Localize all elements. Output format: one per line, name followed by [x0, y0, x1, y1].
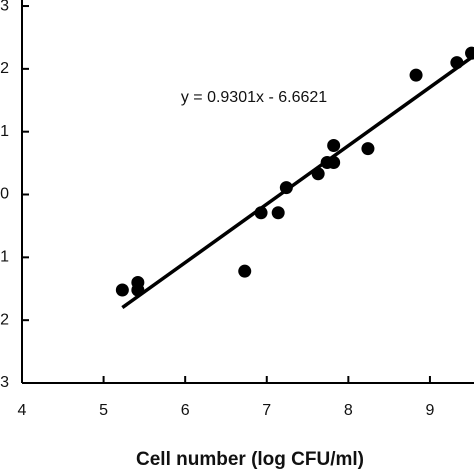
x-tick-label: 7 — [262, 402, 271, 419]
data-point — [254, 206, 268, 220]
y-tick-label: 0 — [0, 186, 9, 203]
data-point — [271, 206, 285, 220]
x-tick-label: 8 — [344, 402, 353, 419]
y-tick-label: 3 — [0, 374, 9, 391]
y-tick-label: 1 — [0, 249, 9, 266]
data-point — [465, 46, 474, 60]
data-point — [327, 155, 341, 169]
data-point — [279, 181, 293, 195]
y-tick-label: 2 — [0, 60, 9, 77]
data-point — [361, 142, 375, 156]
data-point — [311, 167, 325, 181]
data-point — [115, 283, 129, 297]
x-axis-label: Cell number (log CFU/ml) — [136, 449, 364, 470]
x-tick-label: 5 — [99, 402, 108, 419]
x-tick-label: 6 — [181, 402, 190, 419]
equation: y = 0.9301x - 6.6621 — [181, 89, 327, 106]
x-tick-label: 4 — [18, 402, 27, 419]
y-tick-label: 2 — [0, 311, 9, 328]
data-point — [238, 264, 252, 278]
y-tick-label: 1 — [0, 123, 9, 140]
x-tick-label: 9 — [425, 402, 434, 419]
data-point — [409, 68, 423, 82]
data-point — [327, 139, 341, 153]
fit-line — [121, 54, 474, 310]
data-point — [450, 56, 464, 70]
data-point — [131, 283, 145, 297]
y-tick-label: 3 — [0, 0, 9, 14]
